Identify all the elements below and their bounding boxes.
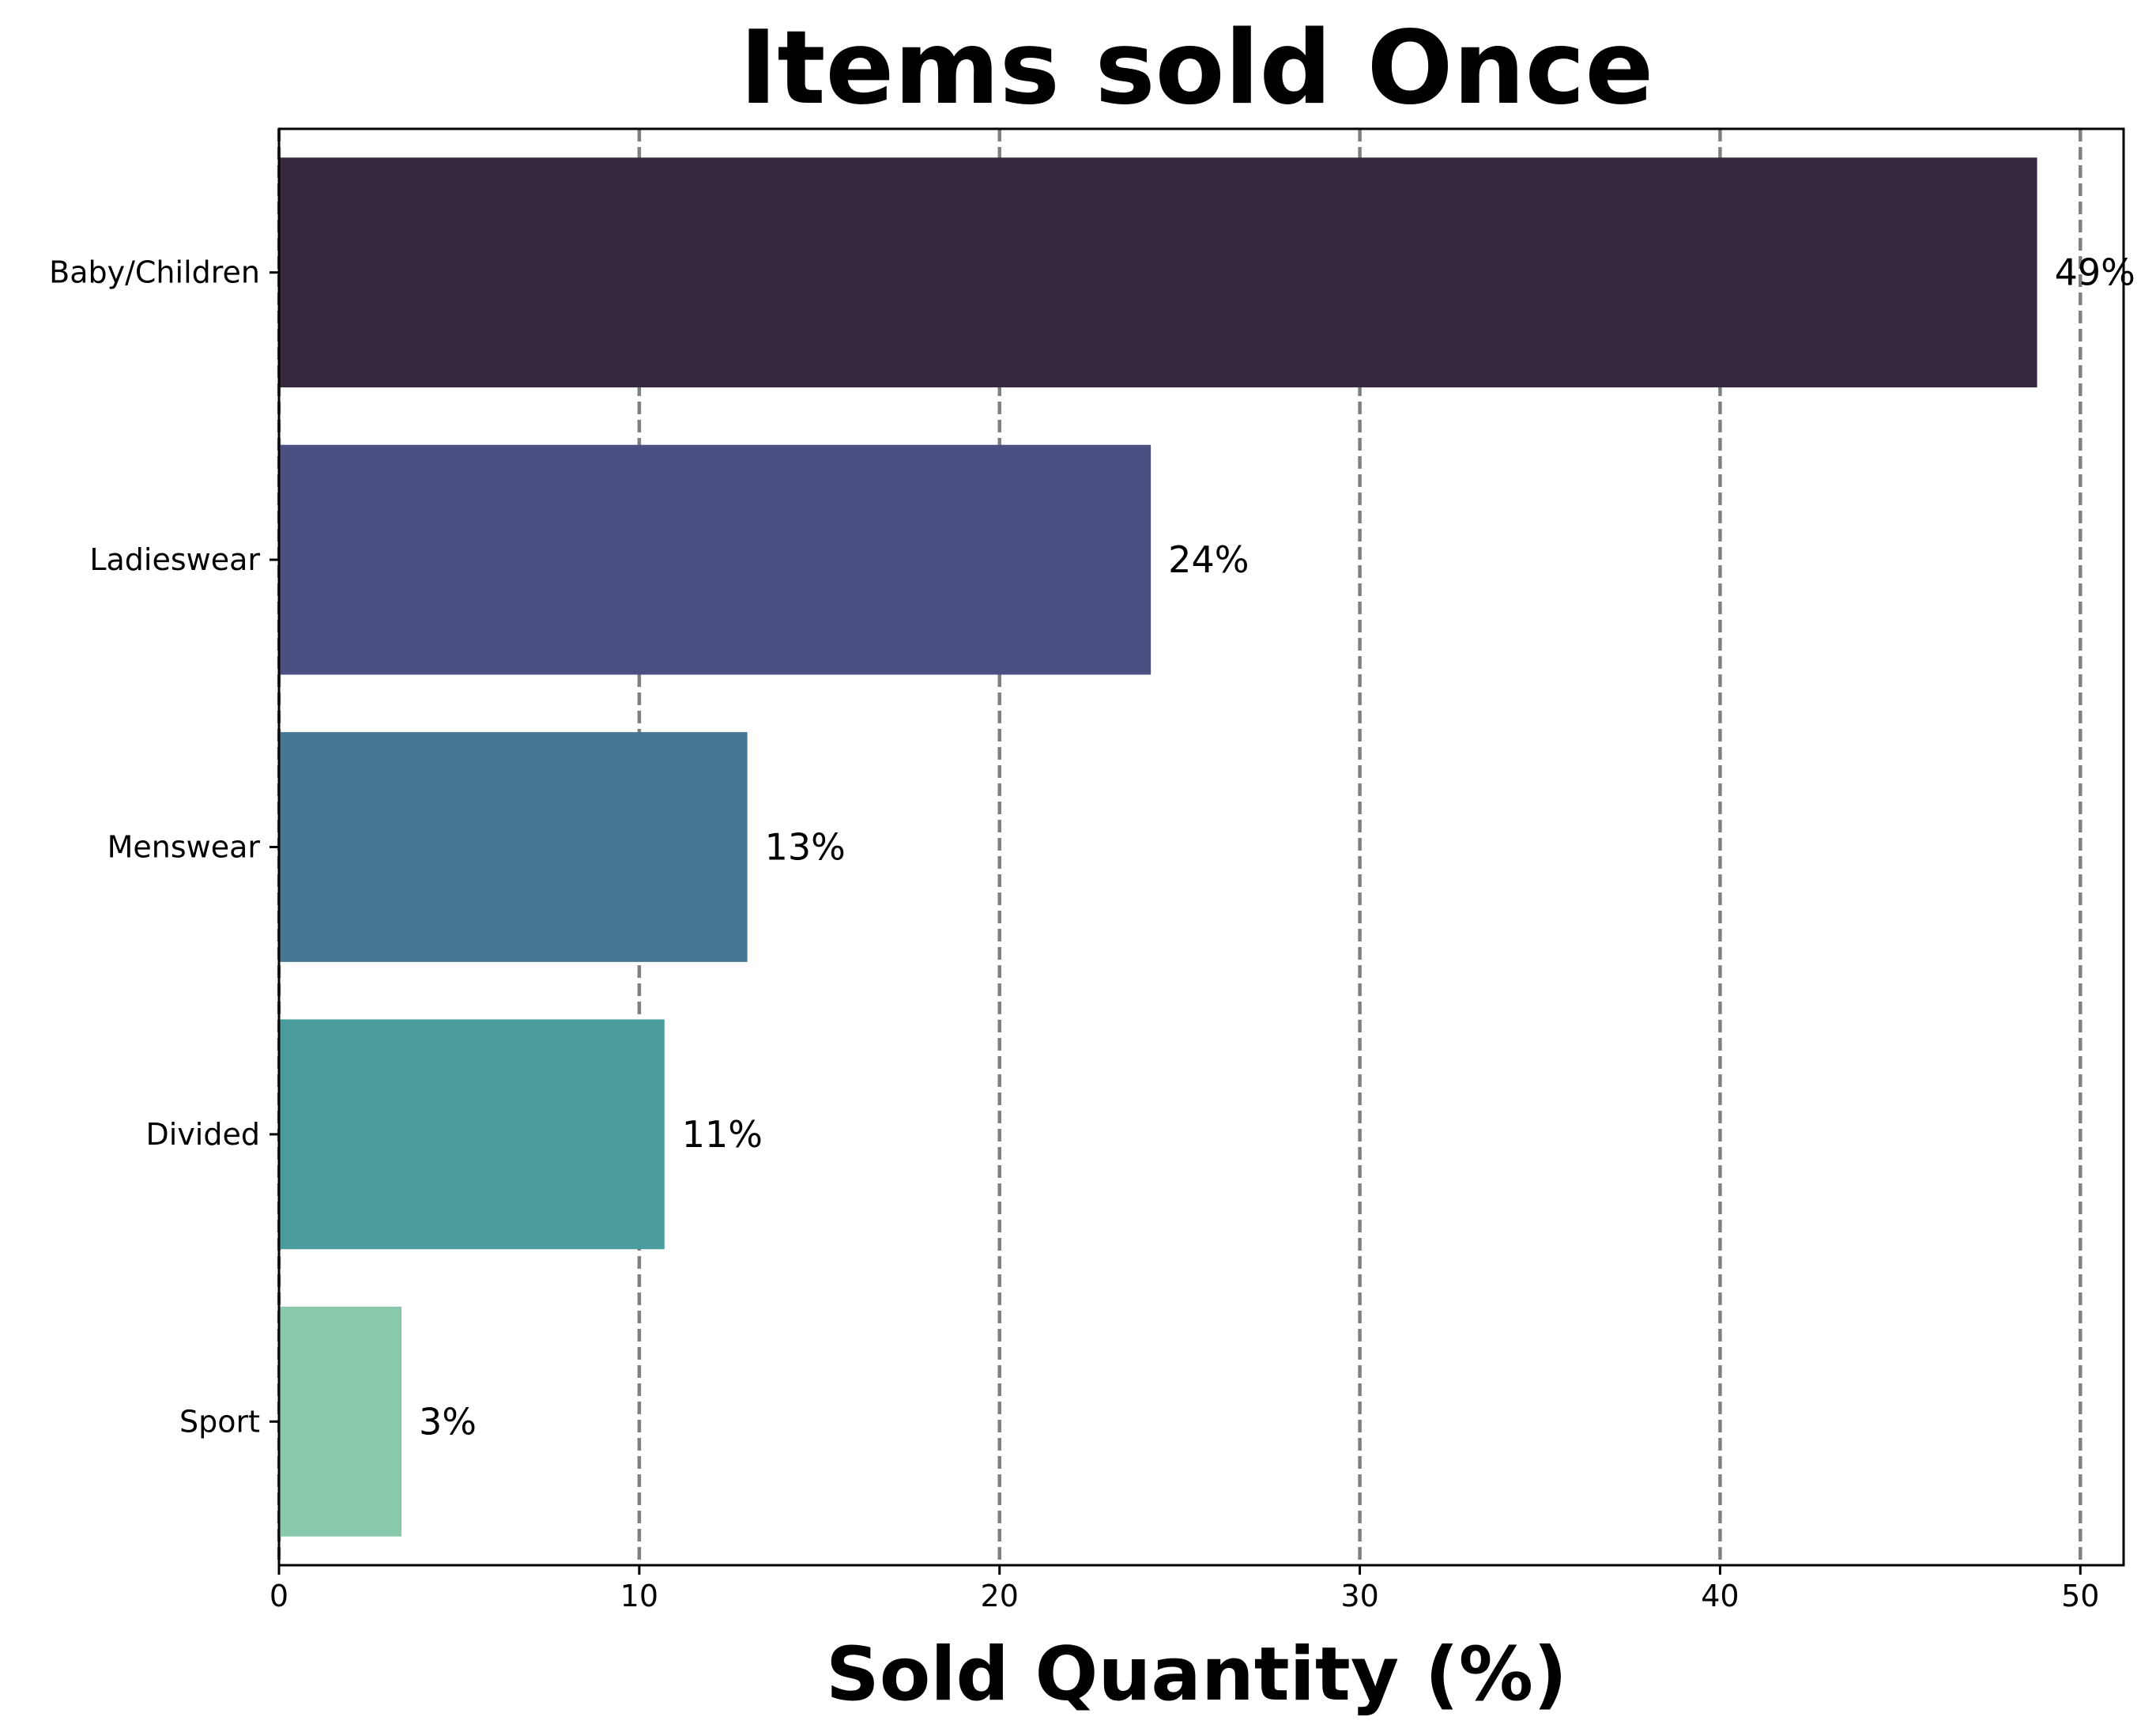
bar-ladieswear — [279, 444, 1152, 675]
y-tick-label: Divided — [146, 1117, 261, 1152]
x-tick-label: 50 — [2061, 1579, 2099, 1613]
y-tick-label: Sport — [179, 1404, 260, 1439]
x-tick-label: 30 — [1340, 1579, 1378, 1613]
data-label-sport: 3% — [419, 1400, 477, 1443]
y-tick-label: Ladieswear — [89, 542, 260, 577]
bar-menswear — [279, 732, 748, 962]
y-tick-label: Baby/Children — [49, 255, 260, 290]
data-label-divided: 11% — [682, 1113, 763, 1156]
bar-baby-children — [279, 157, 2037, 388]
data-labels: 49% 24% 13% 11% 3% — [419, 251, 2135, 1443]
data-label-menswear: 13% — [765, 826, 846, 869]
bar-sport — [279, 1306, 401, 1537]
x-tick-label: 0 — [270, 1579, 288, 1613]
y-axis: Baby/Children Ladieswear Menswear Divided Sp… — [49, 255, 279, 1439]
x-tick-label: 10 — [620, 1579, 658, 1613]
chart-title: Items sold Once — [740, 9, 1654, 127]
bars — [279, 157, 2037, 1537]
x-axis: 0 10 20 30 40 50 — [270, 1565, 2099, 1613]
x-axis-label: Sold Quantity (%) — [826, 1632, 1567, 1718]
data-label-baby-children: 49% — [2055, 251, 2135, 294]
y-tick-label: Menswear — [107, 830, 261, 865]
bar-divided — [279, 1019, 665, 1250]
x-tick-label: 40 — [1701, 1579, 1739, 1613]
x-tick-label: 20 — [981, 1579, 1019, 1613]
data-label-ladieswear: 24% — [1168, 538, 1249, 581]
